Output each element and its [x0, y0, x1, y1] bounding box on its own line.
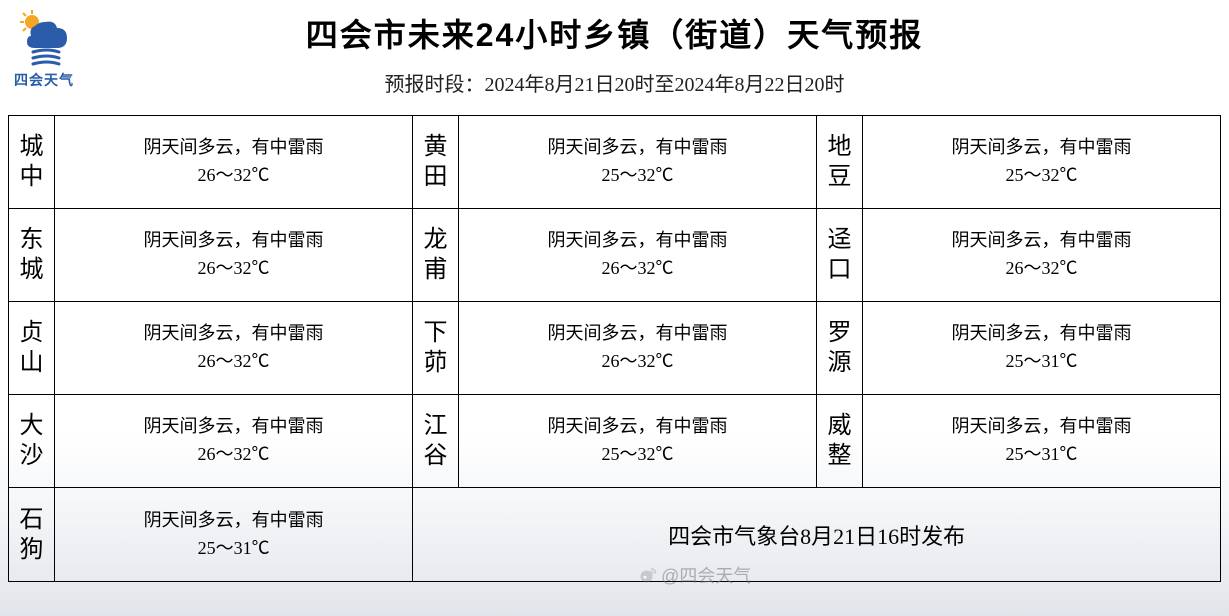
weather-desc: 阴天间多云，有中雷雨 — [548, 134, 728, 162]
forecast-cell: 城中 阴天间多云，有中雷雨 26～32℃ — [9, 116, 413, 208]
forecast-text: 阴天间多云，有中雷雨 25～32℃ — [863, 116, 1220, 208]
weather-desc: 阴天间多云，有中雷雨 — [144, 227, 324, 255]
forecast-text: 阴天间多云，有中雷雨 25～31℃ — [863, 302, 1220, 394]
forecast-text: 阴天间多云，有中雷雨 26～32℃ — [55, 209, 412, 301]
temperature: 26～32℃ — [602, 255, 674, 283]
forecast-text: 阴天间多云，有中雷雨 26～32℃ — [459, 302, 816, 394]
forecast-cell: 下茆 阴天间多云，有中雷雨 26～32℃ — [413, 302, 817, 394]
town-name: 贞山 — [9, 302, 55, 394]
table-row: 石狗 阴天间多云，有中雷雨 25～31℃ 四会市气象台8月21日16时发布 — [9, 488, 1220, 581]
forecast-text: 阴天间多云，有中雷雨 25～31℃ — [863, 395, 1220, 487]
forecast-cell: 贞山 阴天间多云，有中雷雨 26～32℃ — [9, 302, 413, 394]
town-name: 地豆 — [817, 116, 863, 208]
temperature: 25～31℃ — [1006, 441, 1078, 469]
temperature: 25～32℃ — [1006, 162, 1078, 190]
table-row: 东城 阴天间多云，有中雷雨 26～32℃ 龙甫 阴天间多云，有中雷雨 26～32… — [9, 209, 1220, 302]
town-name: 罗源 — [817, 302, 863, 394]
temperature: 26～32℃ — [1006, 255, 1078, 283]
watermark: @四会天气 — [639, 562, 751, 588]
publish-info: 四会市气象台8月21日16时发布 — [413, 488, 1220, 581]
forecast-table: 城中 阴天间多云，有中雷雨 26～32℃ 黄田 阴天间多云，有中雷雨 25～32… — [8, 115, 1221, 582]
forecast-text: 阴天间多云，有中雷雨 25～32℃ — [459, 116, 816, 208]
town-name: 大沙 — [9, 395, 55, 487]
weather-desc: 阴天间多云，有中雷雨 — [144, 507, 324, 535]
forecast-cell: 龙甫 阴天间多云，有中雷雨 26～32℃ — [413, 209, 817, 301]
forecast-cell: 地豆 阴天间多云，有中雷雨 25～32℃ — [817, 116, 1220, 208]
weather-desc: 阴天间多云，有中雷雨 — [952, 320, 1132, 348]
temperature: 26～32℃ — [198, 255, 270, 283]
forecast-cell: 黄田 阴天间多云，有中雷雨 25～32℃ — [413, 116, 817, 208]
forecast-cell: 罗源 阴天间多云，有中雷雨 25～31℃ — [817, 302, 1220, 394]
town-name: 迳口 — [817, 209, 863, 301]
forecast-text: 阴天间多云，有中雷雨 26～32℃ — [55, 302, 412, 394]
temperature: 25～32℃ — [602, 162, 674, 190]
forecast-cell: 石狗 阴天间多云，有中雷雨 25～31℃ — [9, 488, 413, 581]
weather-desc: 阴天间多云，有中雷雨 — [144, 413, 324, 441]
forecast-text: 阴天间多云，有中雷雨 25～32℃ — [459, 395, 816, 487]
temperature: 25～32℃ — [602, 441, 674, 469]
forecast-cell: 迳口 阴天间多云，有中雷雨 26～32℃ — [817, 209, 1220, 301]
temperature: 26～32℃ — [198, 348, 270, 376]
town-name: 下茆 — [413, 302, 459, 394]
forecast-cell: 威整 阴天间多云，有中雷雨 25～31℃ — [817, 395, 1220, 487]
header: 四会市未来24小时乡镇（街道）天气预报 预报时段：2024年8月21日20时至2… — [0, 0, 1229, 97]
town-name: 石狗 — [9, 488, 55, 581]
table-row: 大沙 阴天间多云，有中雷雨 26～32℃ 江谷 阴天间多云，有中雷雨 25～32… — [9, 395, 1220, 488]
town-name: 威整 — [817, 395, 863, 487]
forecast-cell: 东城 阴天间多云，有中雷雨 26～32℃ — [9, 209, 413, 301]
town-name: 黄田 — [413, 116, 459, 208]
weather-desc: 阴天间多云，有中雷雨 — [548, 320, 728, 348]
forecast-cell: 大沙 阴天间多云，有中雷雨 26～32℃ — [9, 395, 413, 487]
weibo-icon — [639, 566, 657, 584]
page-title: 四会市未来24小时乡镇（街道）天气预报 — [0, 10, 1229, 56]
weather-desc: 阴天间多云，有中雷雨 — [144, 320, 324, 348]
weather-desc: 阴天间多云，有中雷雨 — [548, 227, 728, 255]
town-name: 江谷 — [413, 395, 459, 487]
temperature: 26～32℃ — [198, 162, 270, 190]
forecast-cell: 江谷 阴天间多云，有中雷雨 25～32℃ — [413, 395, 817, 487]
temperature: 26～32℃ — [198, 441, 270, 469]
table-row: 贞山 阴天间多云，有中雷雨 26～32℃ 下茆 阴天间多云，有中雷雨 26～32… — [9, 302, 1220, 395]
temperature: 25～31℃ — [198, 535, 270, 563]
forecast-text: 阴天间多云，有中雷雨 26～32℃ — [55, 395, 412, 487]
weather-desc: 阴天间多云，有中雷雨 — [144, 134, 324, 162]
table-row: 城中 阴天间多云，有中雷雨 26～32℃ 黄田 阴天间多云，有中雷雨 25～32… — [9, 116, 1220, 209]
forecast-text: 阴天间多云，有中雷雨 26～32℃ — [55, 116, 412, 208]
temperature: 25～31℃ — [1006, 348, 1078, 376]
forecast-text: 阴天间多云，有中雷雨 26～32℃ — [459, 209, 816, 301]
forecast-period: 预报时段：2024年8月21日20时至2024年8月22日20时 — [0, 68, 1229, 97]
weather-desc: 阴天间多云，有中雷雨 — [548, 413, 728, 441]
forecast-text: 阴天间多云，有中雷雨 25～31℃ — [55, 488, 412, 581]
temperature: 26～32℃ — [602, 348, 674, 376]
weather-desc: 阴天间多云，有中雷雨 — [952, 227, 1132, 255]
watermark-text: @四会天气 — [661, 562, 751, 588]
weather-desc: 阴天间多云，有中雷雨 — [952, 134, 1132, 162]
town-name: 城中 — [9, 116, 55, 208]
forecast-text: 阴天间多云，有中雷雨 26～32℃ — [863, 209, 1220, 301]
weather-desc: 阴天间多云，有中雷雨 — [952, 413, 1132, 441]
town-name: 东城 — [9, 209, 55, 301]
town-name: 龙甫 — [413, 209, 459, 301]
